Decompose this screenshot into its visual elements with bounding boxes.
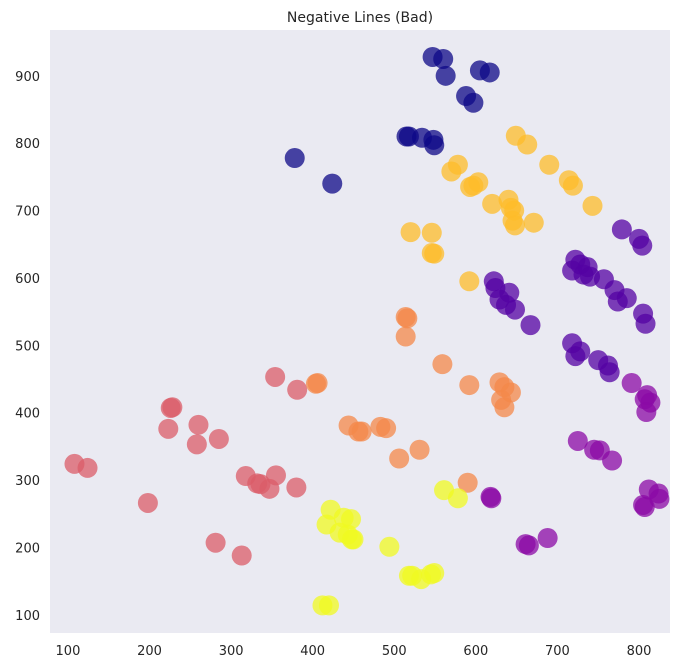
scatter-point	[457, 472, 478, 493]
scatter-point	[463, 92, 484, 113]
scatter-point	[424, 563, 445, 584]
scatter-point	[562, 175, 583, 196]
y-tick-label: 100	[15, 609, 40, 624]
y-tick-label: 900	[15, 70, 40, 85]
chart-title: Negative Lines (Bad)	[287, 10, 433, 26]
scatter-point	[494, 397, 515, 418]
scatter-point	[602, 450, 623, 471]
x-tick-label: 700	[545, 644, 570, 659]
y-axis: 100 200 300 400 500 600 700 800 900	[15, 70, 40, 624]
scatter-point	[459, 375, 480, 396]
scatter-point	[421, 222, 442, 243]
scatter-point	[517, 134, 538, 155]
y-tick-label: 700	[15, 205, 40, 220]
scatter-point	[649, 488, 670, 509]
x-tick-label: 300	[219, 644, 244, 659]
scatter-point	[432, 354, 453, 375]
x-tick-label: 500	[382, 644, 407, 659]
x-tick-label: 600	[463, 644, 488, 659]
scatter-point	[286, 477, 307, 498]
scatter-point	[481, 488, 502, 509]
y-tick-label: 500	[15, 339, 40, 354]
scatter-point	[582, 195, 603, 216]
scatter-point	[570, 341, 591, 362]
scatter-point	[537, 528, 558, 549]
scatter-point	[424, 135, 445, 156]
scatter-point	[468, 172, 489, 193]
x-axis: 100 200 300 400 500 600 700 800	[56, 644, 652, 659]
scatter-point	[188, 414, 209, 435]
scatter-point	[505, 299, 525, 320]
y-tick-label: 800	[15, 137, 40, 152]
scatter-point	[621, 373, 642, 394]
scatter-point	[322, 173, 343, 194]
scatter-point	[158, 418, 179, 439]
y-tick-label: 600	[15, 272, 40, 287]
scatter-point	[567, 430, 588, 451]
scatter-point	[395, 326, 416, 347]
scatter-point	[636, 402, 657, 423]
scatter-point	[433, 48, 454, 69]
scatter-point	[284, 148, 305, 169]
scatter-point	[459, 271, 480, 292]
scatter-point	[441, 161, 462, 182]
scatter-point	[287, 379, 308, 400]
scatter-point	[616, 288, 637, 309]
scatter-point	[424, 243, 445, 264]
scatter-point	[231, 545, 252, 566]
scatter-point	[611, 219, 632, 240]
scatter-point	[208, 428, 229, 449]
data-points	[64, 46, 670, 616]
x-tick-label: 100	[56, 644, 81, 659]
scatter-point	[479, 62, 500, 83]
scatter-point	[635, 313, 656, 334]
scatter-point	[379, 536, 400, 557]
x-tick-label: 200	[137, 644, 162, 659]
scatter-point	[137, 492, 158, 513]
scatter-point	[307, 373, 328, 394]
y-tick-label: 200	[15, 541, 40, 556]
scatter-point	[409, 439, 430, 460]
scatter-point	[186, 434, 207, 455]
scatter-point	[634, 497, 655, 518]
scatter-point	[520, 315, 541, 336]
scatter-point	[343, 529, 364, 550]
scatter-point	[389, 448, 410, 469]
scatter-point	[505, 215, 525, 236]
scatter-point	[435, 65, 456, 86]
scatter-point	[400, 222, 421, 243]
scatter-point	[599, 362, 620, 383]
scatter-point	[351, 421, 372, 442]
scatter-point	[265, 465, 286, 486]
scatter-point	[160, 397, 181, 418]
scatter-point	[539, 154, 560, 175]
x-tick-label: 800	[627, 644, 652, 659]
scatter-point	[205, 532, 226, 553]
scatter-point	[447, 488, 468, 509]
scatter-point	[77, 457, 98, 478]
scatter-point	[265, 366, 286, 387]
scatter-point	[376, 418, 397, 439]
scatter-point	[523, 212, 544, 233]
y-tick-label: 300	[15, 474, 40, 489]
scatter-point	[518, 535, 539, 556]
scatter-point	[397, 308, 418, 329]
y-tick-label: 400	[15, 407, 40, 422]
scatter-point	[341, 509, 362, 530]
scatter-point	[482, 193, 503, 214]
scatter-point	[632, 235, 653, 256]
x-tick-label: 400	[300, 644, 325, 659]
scatter-point	[319, 595, 339, 616]
